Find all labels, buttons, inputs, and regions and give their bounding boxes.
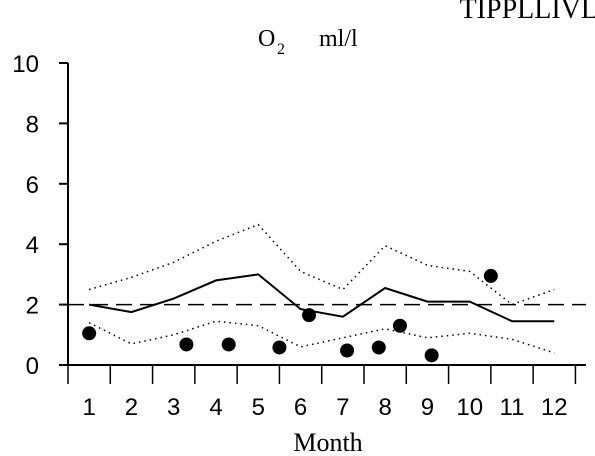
data-point bbox=[82, 326, 97, 341]
x-tick-label: 10 bbox=[456, 394, 483, 421]
y-tick-label: 8 bbox=[26, 111, 39, 138]
title-unit: ml/l bbox=[319, 26, 358, 52]
y-tick-label: 2 bbox=[26, 293, 39, 320]
data-point bbox=[272, 340, 287, 355]
x-tick-label: 8 bbox=[378, 394, 391, 421]
x-tick-label: 5 bbox=[252, 394, 265, 421]
x-tick-label: 6 bbox=[294, 394, 307, 421]
data-point bbox=[392, 318, 407, 333]
title-subscript: 2 bbox=[277, 41, 285, 58]
data-point bbox=[221, 337, 236, 352]
data-point bbox=[179, 337, 194, 352]
x-tick-label: 2 bbox=[125, 394, 138, 421]
x-tick-label: 7 bbox=[336, 394, 349, 421]
x-axis-label: Month bbox=[293, 428, 362, 456]
corner-text: TIPPLLIVL bbox=[460, 0, 595, 25]
x-axis-ticks: 1 2 3 4 5 6 7 8 9 10 11 12 bbox=[67, 365, 577, 421]
data-point bbox=[483, 268, 498, 283]
y-axis-ticks: 0 2 4 6 8 10 bbox=[12, 51, 68, 380]
x-tick-label: 9 bbox=[421, 394, 434, 421]
y-tick-label: 6 bbox=[26, 172, 39, 199]
data-point bbox=[371, 340, 386, 355]
x-tick-label: 11 bbox=[500, 394, 525, 421]
title-main: O bbox=[258, 26, 275, 52]
y-tick-label: 10 bbox=[12, 51, 39, 78]
lower-dotted-line bbox=[88, 320, 555, 354]
data-point bbox=[424, 348, 439, 363]
upper-dotted-line bbox=[88, 223, 555, 306]
chart-title: O 2 ml/l bbox=[258, 26, 358, 58]
plot-area bbox=[68, 223, 586, 363]
x-tick-label: 3 bbox=[167, 394, 180, 421]
x-tick-label: 1 bbox=[82, 394, 95, 421]
data-point bbox=[340, 343, 355, 358]
mean-line bbox=[88, 273, 555, 323]
data-point bbox=[302, 308, 317, 323]
y-tick-label: 0 bbox=[26, 353, 39, 380]
x-tick-label: 12 bbox=[541, 394, 568, 421]
y-tick-label: 4 bbox=[26, 232, 39, 259]
x-tick-label: 4 bbox=[209, 394, 222, 421]
